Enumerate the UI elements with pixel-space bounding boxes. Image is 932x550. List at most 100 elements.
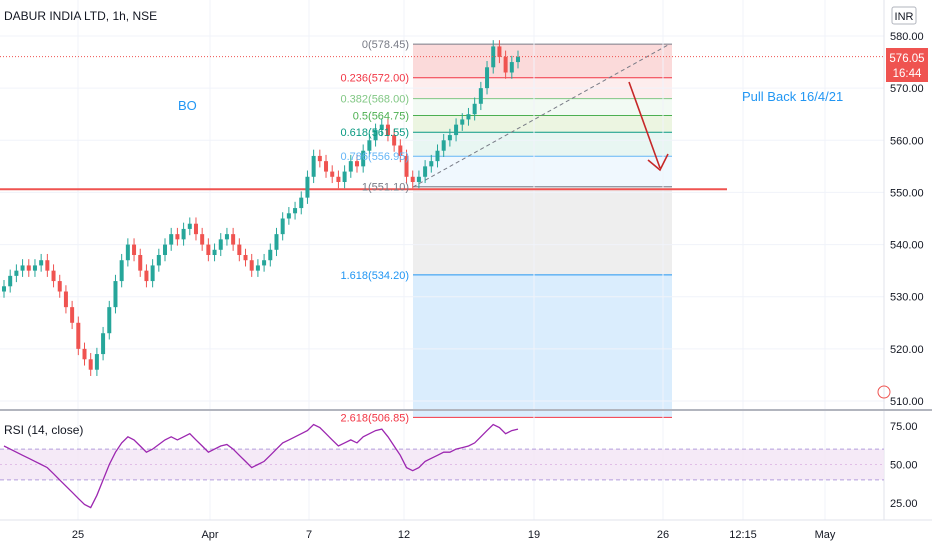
candle (150, 265, 155, 282)
candle (367, 140, 372, 151)
candle (404, 155, 409, 177)
fib-zone (413, 98, 672, 116)
time-tick-label: 7 (306, 529, 312, 541)
rsi-tick-label: 25.00 (890, 498, 918, 510)
candle (280, 218, 285, 235)
time-axis[interactable]: 25 Apr 7 12 19 26 12:15 May (72, 529, 836, 541)
candle (429, 161, 434, 167)
candle (262, 260, 267, 266)
candle (330, 171, 335, 177)
candle (503, 56, 508, 73)
fibonacci-retracement[interactable] (413, 43, 672, 418)
candle (249, 260, 254, 271)
candle (361, 150, 366, 167)
fib-zone (413, 156, 672, 187)
time-tick-label: 26 (657, 529, 669, 541)
candle (94, 354, 99, 370)
candle (212, 249, 217, 255)
price-axis[interactable]: 510.00 520.00 530.00 540.00 550.00 560.00 570.… (890, 31, 924, 408)
fib-level-label: 0.5(564.75) (353, 111, 409, 123)
candle (398, 145, 403, 156)
last-price-badge (886, 48, 928, 82)
fib-zone (413, 274, 672, 418)
candle (101, 333, 106, 355)
candle (45, 260, 50, 271)
pullback-arrow[interactable] (628, 81, 669, 172)
rsi-label[interactable]: RSI (14, close) (4, 423, 83, 437)
time-tick-label: 12:15 (729, 529, 757, 541)
fib-zone (413, 186, 672, 275)
candle (243, 255, 248, 261)
candle (156, 255, 161, 266)
candle (379, 124, 384, 130)
candle (82, 348, 87, 360)
candle (57, 281, 62, 292)
candle (163, 244, 168, 255)
time-tick-label: May (815, 529, 836, 541)
candle (181, 228, 186, 240)
price-tick-label: 580.00 (890, 31, 924, 43)
candle (342, 171, 347, 182)
candle (224, 234, 229, 240)
candle (268, 249, 273, 261)
price-tick-label: 540.00 (890, 240, 924, 252)
price-tick-label: 560.00 (890, 135, 924, 147)
currency-badge[interactable] (891, 6, 917, 25)
fib-level-label: 1.618(534.20) (341, 270, 410, 282)
candle (286, 213, 291, 219)
candle (348, 161, 353, 172)
candle (466, 114, 471, 120)
currency-label: INR (895, 11, 914, 23)
candle (63, 291, 68, 308)
candle (460, 119, 465, 125)
bo-label[interactable]: BO (178, 98, 197, 113)
candle (324, 161, 329, 172)
time-tick-label: Apr (201, 529, 218, 541)
candle (144, 270, 149, 282)
candle (119, 260, 124, 282)
candle (392, 135, 397, 146)
candle (373, 129, 378, 141)
fib-level-label: 1(551.10) (362, 182, 409, 194)
price-tick-label: 570.00 (890, 83, 924, 95)
candle (237, 244, 242, 255)
candle (88, 359, 93, 370)
scroll-to-realtime-icon[interactable] (877, 385, 891, 399)
rsi-tick-label: 75.00 (890, 421, 918, 433)
candle (175, 234, 180, 240)
time-tick-label: 25 (72, 529, 84, 541)
fib-level-label: 0(578.45) (362, 39, 409, 51)
candle (516, 56, 520, 63)
fib-level-label: 0.618(561.55) (341, 127, 410, 139)
candle (416, 176, 421, 182)
candle (410, 176, 415, 182)
price-tick-label: 530.00 (890, 292, 924, 304)
candle (51, 270, 56, 282)
candle (32, 265, 37, 271)
fib-zone (413, 44, 672, 78)
rsi-line (3, 423, 519, 509)
time-tick-label: 19 (528, 529, 540, 541)
candles (2, 40, 520, 376)
candle (231, 234, 236, 245)
pullback-label[interactable]: Pull Back 16/4/21 (742, 89, 843, 104)
candle (8, 275, 13, 287)
candle (187, 223, 192, 229)
rsi-pane[interactable]: 25.00 50.00 75.00 (0, 421, 918, 510)
candle (200, 234, 205, 245)
candle (472, 103, 477, 115)
symbol-title[interactable]: DABUR INDIA LTD, 1h, NSE (4, 9, 157, 23)
candle (132, 244, 137, 255)
fib-zone (413, 115, 672, 133)
candle (107, 307, 112, 334)
bar-countdown: 16:44 (893, 68, 922, 80)
fibonacci-labels: 0(578.45) 0.236(572.00) 0.382(568.00) 0.5(5… (341, 39, 410, 424)
candle (138, 255, 143, 271)
time-tick-label: 12 (398, 529, 410, 541)
candle (2, 286, 6, 292)
rsi-tick-label: 50.00 (890, 460, 918, 472)
fib-level-label: 0.382(568.00) (341, 94, 410, 106)
candle (305, 176, 310, 198)
candle (497, 46, 502, 57)
